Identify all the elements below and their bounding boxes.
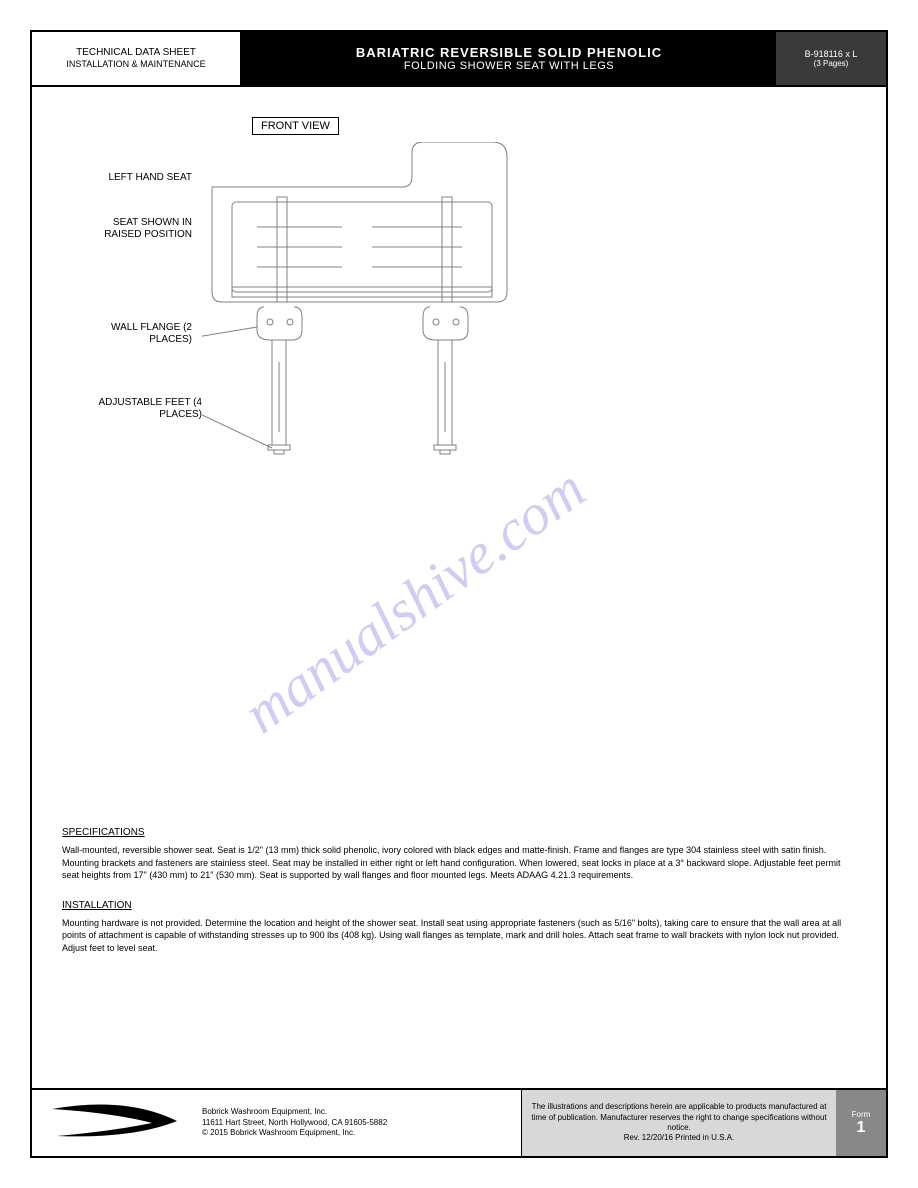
install-body: Mounting hardware is not provided. Deter… — [62, 917, 842, 955]
footer-address: Bobrick Washroom Equipment, Inc. 11611 H… — [202, 1107, 387, 1138]
install-heading: INSTALLATION — [62, 900, 842, 911]
footer-disclaimer: The illustrations and descriptions herei… — [526, 1102, 832, 1133]
header-left-line1: TECHNICAL DATA SHEET — [76, 46, 196, 59]
company-logo — [42, 1098, 192, 1148]
header-right-cell: B-918116 x L (3 Pages) — [776, 32, 886, 85]
seat-line-drawing — [202, 142, 532, 472]
footer-center-cell: The illustrations and descriptions herei… — [522, 1090, 836, 1156]
content-area: manualshive.com FRONT VIEW LEFT HAND SEA… — [32, 87, 886, 1087]
header-bar: TECHNICAL DATA SHEET INSTALLATION & MAIN… — [32, 32, 886, 87]
header-title2: FOLDING SHOWER SEAT WITH LEGS — [404, 60, 614, 72]
model-number: B-918116 x L — [805, 49, 858, 59]
footer-bar: Bobrick Washroom Equipment, Inc. 11611 H… — [32, 1088, 886, 1156]
text-sections: SPECIFICATIONS Wall-mounted, reversible … — [62, 827, 842, 973]
footer-revision: Rev. 12/20/16 Printed in U.S.A. — [624, 1133, 735, 1143]
callout-left-hand: LEFT HAND SEAT — [82, 172, 192, 184]
footer-copyright: © 2015 Bobrick Washroom Equipment, Inc. — [202, 1128, 387, 1138]
footer-right-cell: Form 1 — [836, 1090, 886, 1156]
specs-heading: SPECIFICATIONS — [62, 827, 842, 838]
page-count: (3 Pages) — [814, 59, 849, 68]
footer-company: Bobrick Washroom Equipment, Inc. — [202, 1107, 387, 1117]
callout-wall-flange: WALL FLANGE (2 PLACES) — [82, 322, 192, 346]
watermark-text: manualshive.com — [231, 455, 597, 747]
header-center-cell: BARIATRIC REVERSIBLE SOLID PHENOLIC FOLD… — [242, 32, 776, 85]
footer-left-cell: Bobrick Washroom Equipment, Inc. 11611 H… — [32, 1090, 522, 1156]
footer-form-label: Form — [852, 1110, 871, 1119]
callout-raised-position: SEAT SHOWN IN RAISED POSITION — [82, 217, 192, 241]
header-left-cell: TECHNICAL DATA SHEET INSTALLATION & MAIN… — [32, 32, 242, 85]
specs-body: Wall-mounted, reversible shower seat. Se… — [62, 844, 842, 882]
header-title1: BARIATRIC REVERSIBLE SOLID PHENOLIC — [356, 45, 662, 60]
page-frame: TECHNICAL DATA SHEET INSTALLATION & MAIN… — [30, 30, 888, 1158]
front-view-diagram: FRONT VIEW LEFT HAND SEAT SEAT SHOWN IN … — [82, 117, 532, 487]
callout-adjustable-feet: ADJUSTABLE FEET (4 PLACES) — [82, 397, 202, 421]
footer-street: 11611 Hart Street, North Hollywood, CA 9… — [202, 1118, 387, 1128]
front-view-label: FRONT VIEW — [252, 117, 339, 135]
header-left-line2: INSTALLATION & MAINTENANCE — [66, 59, 205, 71]
footer-form-number: 1 — [857, 1119, 866, 1137]
